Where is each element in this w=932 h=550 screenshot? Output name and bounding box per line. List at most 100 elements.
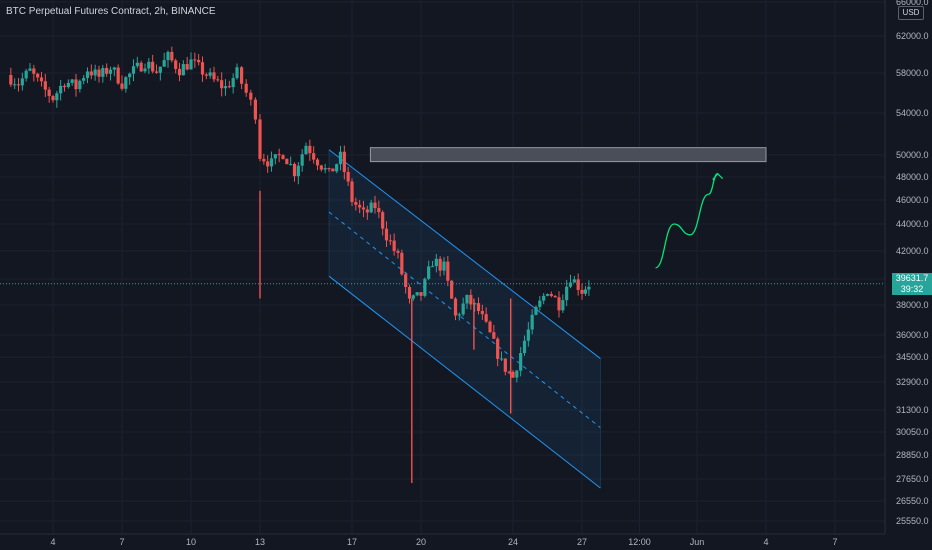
candle-body	[249, 92, 253, 100]
candle-body	[212, 72, 216, 80]
time-tick-label: 27	[577, 537, 587, 547]
candle-body	[304, 145, 308, 155]
candle-body	[545, 294, 550, 296]
price-tick-label: 32900.0	[896, 377, 929, 387]
candle-body	[503, 358, 507, 372]
candle-body	[139, 62, 143, 72]
candle-body	[66, 82, 70, 88]
price-tick-label: 58000.0	[896, 68, 929, 78]
candle-body	[415, 292, 419, 296]
candle-body	[342, 151, 346, 172]
candle-body	[583, 289, 588, 294]
candle-body	[565, 286, 569, 301]
candle-body	[289, 163, 293, 165]
time-tick-label: 10	[186, 537, 196, 547]
candle-body	[273, 154, 277, 159]
candle-body	[350, 181, 354, 203]
candle-body	[465, 294, 469, 304]
candle-body	[519, 352, 523, 371]
candle-body	[365, 209, 369, 213]
candle-body	[253, 99, 257, 120]
candle-body	[576, 279, 580, 290]
channel-lower-line[interactable]	[328, 275, 601, 489]
channel-upper-line[interactable]	[328, 149, 601, 359]
candle-body	[93, 69, 97, 76]
projection-path[interactable]	[655, 173, 719, 269]
candle-body	[315, 159, 320, 166]
candle-body	[154, 71, 159, 73]
candle-body	[51, 96, 55, 101]
price-tick-label: 30050.0	[896, 427, 929, 437]
channel-mid-line[interactable]	[328, 211, 601, 428]
last-price-value: 39631.7	[895, 272, 929, 283]
resistance-zone[interactable]	[369, 147, 767, 163]
candle-body	[258, 119, 262, 159]
resistance-zone-rect[interactable]	[369, 147, 767, 163]
time-axis: 4 7 10 13 17 20 24 27 12:00 Jun 4 7	[50, 537, 837, 547]
candle-body	[396, 250, 400, 253]
candle-body	[162, 60, 166, 67]
candle-body	[453, 298, 458, 316]
candle-body	[469, 294, 473, 305]
candle-body	[476, 303, 481, 311]
price-tick-label: 50000.0	[896, 150, 929, 160]
candle-body	[143, 68, 147, 72]
candle-body	[208, 72, 212, 76]
candle-body	[515, 370, 519, 378]
candle-body	[78, 80, 82, 90]
currency-badge[interactable]: USD	[898, 6, 924, 20]
candle-body	[181, 64, 185, 76]
time-tick-label: 4	[763, 537, 768, 547]
candle-body	[392, 240, 396, 251]
candle-body	[204, 74, 208, 76]
candle-body	[384, 228, 389, 241]
channel-fill	[329, 149, 601, 488]
candle-body	[358, 204, 362, 208]
bar-countdown: 39:32	[900, 283, 924, 294]
time-axis-panel[interactable]	[0, 534, 885, 550]
price-tick-label: 48000.0	[896, 172, 929, 182]
candle-body	[561, 300, 565, 311]
price-tick-label: 26550.0	[896, 496, 929, 506]
candle-body	[32, 68, 36, 74]
candle-body	[568, 282, 573, 287]
price-tick-label: 54000.0	[896, 108, 929, 118]
candle-body	[266, 161, 270, 167]
candle-body	[292, 163, 297, 177]
candle-body	[108, 69, 113, 74]
price-tick-label: 25550.0	[896, 516, 929, 526]
candle-body	[147, 61, 151, 69]
candle-body	[457, 314, 461, 316]
candle-body	[434, 258, 438, 267]
candle-body	[151, 61, 155, 72]
candle-body	[427, 266, 431, 279]
price-tick-label: 36000.0	[896, 330, 929, 340]
candle-body	[216, 79, 220, 81]
candle-body	[549, 294, 553, 296]
candle-body	[377, 208, 381, 213]
price-tick-label: 42000.0	[896, 246, 929, 256]
candle-body	[170, 51, 174, 61]
candle-body	[235, 67, 239, 79]
candle-body	[269, 158, 274, 167]
price-tick-label: 28850.0	[896, 450, 929, 460]
candle-body	[587, 286, 591, 290]
candle-body	[400, 252, 404, 275]
candle-body	[331, 168, 335, 172]
projection-arrow[interactable]	[655, 172, 724, 269]
price-axis: 66000.0 62000.0 58000.0 54000.0 50000.0 48000…	[896, 0, 929, 526]
candle-body	[177, 68, 182, 76]
grid	[0, 0, 885, 534]
price-tick-label: 34500.0	[896, 352, 929, 362]
candle-body	[499, 358, 504, 360]
time-tick-label: Jun	[690, 537, 705, 547]
candle-body	[62, 85, 67, 88]
candle-body	[492, 332, 496, 339]
candle-body	[281, 155, 285, 159]
price-tick-label: 44000.0	[896, 219, 929, 229]
candle-body	[101, 67, 105, 77]
candle-body	[74, 79, 78, 90]
candle-body	[480, 310, 484, 315]
candle-body	[300, 154, 304, 166]
